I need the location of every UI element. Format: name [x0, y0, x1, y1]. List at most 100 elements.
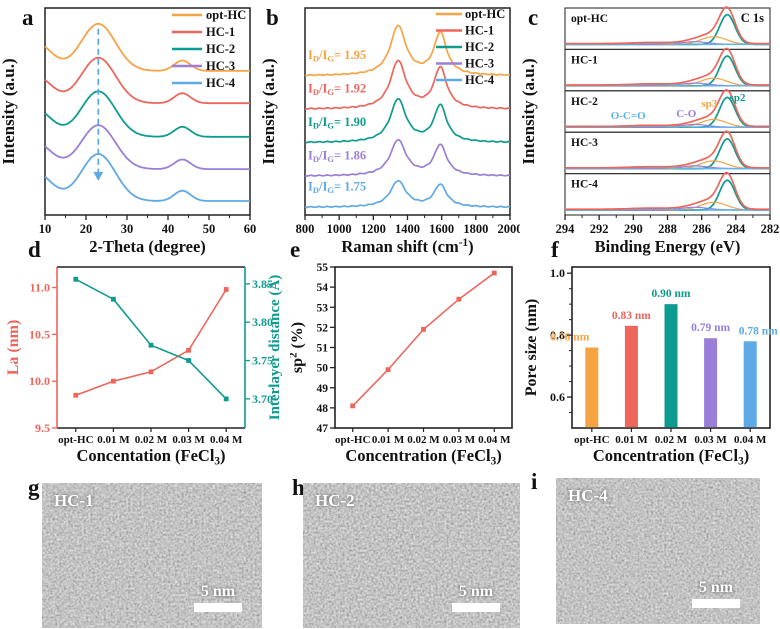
panel-letter-b: b — [266, 5, 279, 30]
y-tick-label: 51 — [317, 343, 329, 355]
legend-label-opt-HC: opt-HC — [465, 7, 505, 21]
mount-e-svg: 47 48 49 50 51 52 53 54 55 opt-HC 0.01 M 0.02 M 0.03… — [287, 262, 513, 468]
ratio-label-opt-HC: ID/IG= 1.95 — [308, 48, 366, 64]
bar-value-label: 0.90 nm — [652, 288, 691, 300]
pore-size-bar-0.04 M — [743, 341, 757, 428]
y-tick-label: 0.8 — [550, 328, 565, 342]
x-tick-label: 40 — [162, 222, 175, 236]
panel-letter-h: h — [292, 475, 305, 500]
mount-f-svg: 0.6 0.8 1.0 opt-HC 0.01 M 0.02 M 0.03 M 0.04 MC… — [523, 266, 778, 468]
legend-label-HC-1: HC-1 — [465, 24, 494, 38]
x-tick-label: 282 — [761, 222, 780, 236]
legend-label-HC-4: HC-4 — [206, 76, 236, 90]
scale-bar: 5 nm — [452, 583, 500, 612]
x-tick-label: 1000 — [327, 222, 352, 236]
bar-value-label: 0.83 nm — [612, 310, 651, 322]
right-tick-label: 3.80 — [252, 315, 273, 329]
sp2-marker — [456, 296, 462, 302]
mount-b-svg: Intensity (a.u.) 800 1000 1200 1400 1600 1800 2… — [259, 7, 523, 256]
panel-letter-f: f — [551, 237, 559, 262]
y-tick-label: 0.6 — [550, 390, 565, 404]
xps-annotation-sp3: sp3 — [701, 98, 717, 110]
xps-annotation-O-C=O: O-C=O — [611, 110, 646, 122]
x-tick-label: 290 — [624, 222, 643, 236]
x-tick-label: 30 — [121, 222, 134, 236]
xps-envelope-HC-2 — [565, 88, 770, 128]
mount-a-svg: Intensity (a.u.) 10 20 30 40 50 60 2-Theta (deg… — [0, 7, 256, 256]
panel-letter-d: d — [28, 237, 41, 262]
x-cat-label: 0.03 M — [443, 434, 476, 446]
panel-g-tem-image: HC-1 5 nm — [42, 483, 262, 628]
raman-curve-opt-HC — [304, 24, 511, 77]
x-tick-label: 1200 — [361, 222, 386, 236]
left-marker — [111, 378, 116, 384]
right-marker — [223, 396, 229, 402]
x-cat-label: 0.04 M — [734, 434, 767, 446]
x-tick-label: 288 — [658, 222, 677, 236]
x-axis-label: Concentration (FeCl3) — [345, 446, 501, 468]
legend-label-HC-3: HC-3 — [465, 57, 494, 71]
xps-envelope-HC-3 — [565, 130, 770, 169]
y-tick-label: 47 — [317, 423, 329, 435]
xps-envelope-HC-4 — [565, 171, 770, 211]
x-tick-label: 1800 — [463, 222, 488, 236]
panel-a-xrd-chart: Intensity (a.u.) 10 20 30 40 50 60 2-Theta (deg… — [0, 0, 258, 262]
x-cat-label: 0.01 M — [97, 434, 130, 446]
panel-i-tem-image: HC-4 5 nm — [556, 478, 760, 624]
panel-letter-g: g — [28, 475, 40, 500]
y-tick-label: 54 — [317, 282, 329, 294]
sp2-marker — [385, 367, 391, 373]
x-cat-label: 0.03 M — [172, 434, 205, 446]
scale-bar-text: 5 nm — [698, 579, 734, 596]
panel-d-la-interlayer-chart: 9.5 10.0 10.5 11.0 3.70 3.75 3.80 3.85 opt-HC 0.0… — [0, 240, 290, 478]
right-axis-label: Interlayer distance (Å) — [267, 275, 283, 421]
xps-annotation-sp2: sp2 — [730, 92, 746, 104]
left-tick-label: 9.5 — [35, 421, 50, 435]
left-tick-label: 11.0 — [30, 281, 50, 295]
panel-letter-c: c — [528, 5, 539, 30]
panel-letter-a: a — [22, 5, 34, 30]
y-tick-label: 49 — [317, 383, 329, 395]
plot-box — [334, 266, 513, 429]
arrowhead — [93, 171, 104, 181]
pore-size-bar-0.01 M — [624, 325, 638, 428]
panel-e-sp2-chart: 47 48 49 50 51 52 53 54 55 opt-HC 0.01 M 0.02 M 0.03… — [287, 240, 520, 478]
left-tick-label: 10.5 — [29, 327, 50, 341]
right-marker — [148, 342, 154, 348]
raman-curve-HC-3 — [304, 138, 511, 177]
right-tick-label: 3.85 — [252, 277, 273, 291]
raman-curve-HC-4 — [304, 179, 511, 209]
xps-corner-label: C 1s — [741, 11, 764, 25]
xps-sample-label-HC-2: HC-2 — [571, 96, 598, 108]
xps-envelope-opt-HC — [565, 6, 770, 45]
panel-h-tem-image: HC-2 5 nm — [303, 483, 520, 628]
xrd-curve-HC-3 — [44, 124, 250, 170]
panel-b-raman-chart: Intensity (a.u.) 800 1000 1200 1400 1600 1800 2… — [258, 0, 523, 262]
x-axis-label: Concentration (FeCl3) — [593, 446, 749, 468]
xps-sample-label-HC-3: HC-3 — [571, 137, 598, 149]
xps-envelope-HC-1 — [565, 47, 770, 86]
y-tick-label: 48 — [317, 403, 329, 415]
panel-c-xps-chart: Intensity (a.u.) opt-HC C 1s HC-1 HC-2 O-C=O C… — [519, 0, 780, 262]
bar-value-label: 0.78 nm — [739, 325, 778, 337]
right-marker — [73, 276, 79, 282]
x-cat-label: 0.01 M — [372, 434, 405, 446]
x-tick-label: 50 — [203, 222, 216, 236]
x-axis-label: Binding Energy (eV) — [595, 237, 741, 256]
xrd-curve-HC-1 — [44, 56, 250, 105]
legend-label-HC-1: HC-1 — [206, 25, 235, 39]
left-series-line — [75, 289, 227, 396]
y-axis-label: sp2 (%) — [290, 322, 306, 373]
mount-c-svg: Intensity (a.u.) opt-HC C 1s HC-1 HC-2 O-C=O C… — [519, 6, 780, 256]
raman-curve-HC-1 — [304, 59, 511, 110]
x-tick-label: 286 — [692, 222, 711, 236]
x-tick-label: 284 — [726, 222, 746, 236]
x-tick-label: 800 — [296, 222, 315, 236]
ratio-label-HC-1: ID/IG= 1.92 — [308, 81, 366, 97]
x-axis-label: 2-Theta (degree) — [89, 237, 206, 256]
ratio-label-HC-4: ID/IG= 1.75 — [308, 179, 366, 195]
scale-bar-line — [452, 603, 500, 612]
xps-sample-label-HC-1: HC-1 — [571, 54, 598, 66]
